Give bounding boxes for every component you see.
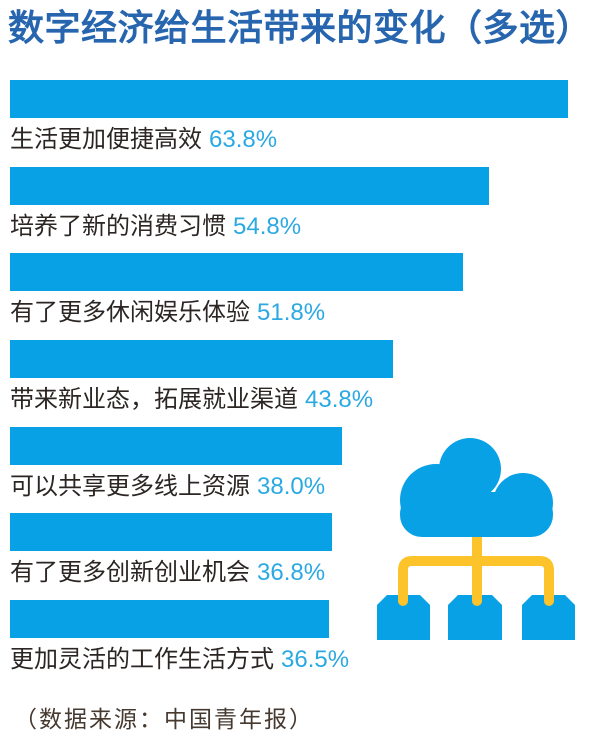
- bar-label: 有了更多休闲娱乐体验: [10, 299, 250, 326]
- page-title: 数字经济给生活带来的变化（多选）: [8, 8, 593, 48]
- bar-label: 更加灵活的工作生活方式: [10, 646, 274, 673]
- bar: [10, 80, 568, 118]
- bar-caption: 有了更多创新创业机会 36.8%: [10, 559, 590, 587]
- bar: [10, 427, 342, 465]
- bar-value: 38.0%: [257, 473, 326, 500]
- bar: [10, 600, 329, 638]
- cloud-icon: [400, 438, 553, 537]
- bar-caption: 更加灵活的工作生活方式 36.5%: [10, 646, 590, 674]
- bar: [10, 513, 332, 551]
- bar-caption: 生活更加便捷高效 63.8%: [10, 126, 590, 154]
- network-node: [522, 595, 575, 640]
- bar-row: 更加灵活的工作生活方式 36.5%: [10, 600, 590, 674]
- bar-value: 54.8%: [233, 213, 302, 240]
- bar-value: 36.5%: [281, 646, 350, 673]
- bar-row: 有了更多休闲娱乐体验 51.8%: [10, 253, 590, 327]
- source-note: （数据来源：中国青年报）: [14, 707, 314, 732]
- bar-row: 可以共享更多线上资源 38.0%: [10, 427, 590, 501]
- bar-label: 培养了新的消费习惯: [10, 213, 226, 240]
- network-node: [448, 595, 502, 640]
- bar-caption: 可以共享更多线上资源 38.0%: [10, 473, 590, 501]
- bar-value: 36.8%: [257, 559, 326, 586]
- network-nodes: [377, 595, 575, 640]
- bar-caption: 有了更多休闲娱乐体验 51.8%: [10, 299, 590, 327]
- network-node: [377, 595, 430, 640]
- bar-caption: 培养了新的消费习惯 54.8%: [10, 213, 590, 241]
- bar: [10, 340, 393, 378]
- bar-caption: 带来新业态，拓展就业渠道 43.8%: [10, 386, 590, 414]
- bar-row: 培养了新的消费习惯 54.8%: [10, 167, 590, 241]
- bar-label: 带来新业态，拓展就业渠道: [10, 386, 298, 413]
- bar-label: 生活更加便捷高效: [10, 126, 202, 153]
- bar-row: 有了更多创新创业机会 36.8%: [10, 513, 590, 587]
- cloud-network-illustration: [377, 438, 575, 640]
- bar-row: 带来新业态，拓展就业渠道 43.8%: [10, 340, 590, 414]
- bar: [10, 167, 489, 205]
- bar-value: 51.8%: [257, 299, 326, 326]
- bar-row: 生活更加便捷高效 63.8%: [10, 80, 590, 154]
- bar: [10, 253, 463, 291]
- bar-value: 63.8%: [209, 126, 278, 153]
- bar-label: 可以共享更多线上资源: [10, 473, 250, 500]
- bar-label: 有了更多创新创业机会: [10, 559, 250, 586]
- connector-bracket: [398, 556, 554, 606]
- bar-value: 43.8%: [305, 386, 374, 413]
